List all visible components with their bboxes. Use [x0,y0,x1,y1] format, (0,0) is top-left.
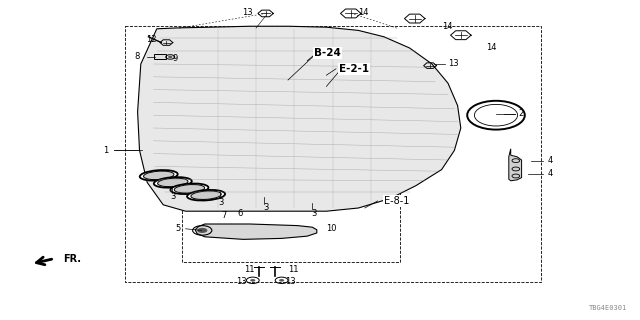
Ellipse shape [191,191,221,199]
Text: 2: 2 [518,109,524,118]
Text: 9: 9 [173,54,178,63]
Text: 14: 14 [442,22,452,31]
Text: 10: 10 [326,224,337,233]
Ellipse shape [140,170,178,181]
Text: 11: 11 [288,265,298,274]
Text: 8: 8 [134,52,140,61]
Text: E-2-1: E-2-1 [339,64,369,74]
Text: E-8-1: E-8-1 [384,196,410,206]
Text: 3: 3 [311,209,316,218]
Circle shape [250,279,255,282]
Bar [182,190,400,262]
Bar [125,26,541,282]
Text: 14: 14 [358,8,369,17]
Text: B-24: B-24 [314,48,340,58]
Text: FR.: FR. [63,253,81,264]
Ellipse shape [154,177,192,188]
Text: 12: 12 [146,35,156,44]
Ellipse shape [143,171,174,180]
Text: 13: 13 [242,8,253,17]
Text: 6: 6 [237,209,243,218]
Text: 1: 1 [104,146,109,155]
Text: 13: 13 [448,60,459,68]
Ellipse shape [157,178,188,187]
Circle shape [197,228,207,233]
Text: 4: 4 [547,156,552,165]
Text: 5: 5 [175,224,180,233]
Ellipse shape [187,190,225,201]
Ellipse shape [174,185,205,193]
Text: 14: 14 [486,43,497,52]
Bar [154,54,166,59]
Polygon shape [195,224,317,239]
Text: 3: 3 [218,198,223,207]
Circle shape [168,56,173,58]
Polygon shape [138,26,461,211]
Text: 13: 13 [236,277,246,286]
Text: 3: 3 [170,192,175,201]
Text: TBG4E0301: TBG4E0301 [589,305,627,311]
Polygon shape [509,149,522,181]
Text: 7: 7 [221,211,227,220]
Text: 4: 4 [547,169,552,178]
Text: 13: 13 [285,277,296,286]
Text: 11: 11 [244,265,255,274]
Text: 3: 3 [263,203,268,212]
Ellipse shape [170,183,209,194]
Circle shape [279,279,284,282]
